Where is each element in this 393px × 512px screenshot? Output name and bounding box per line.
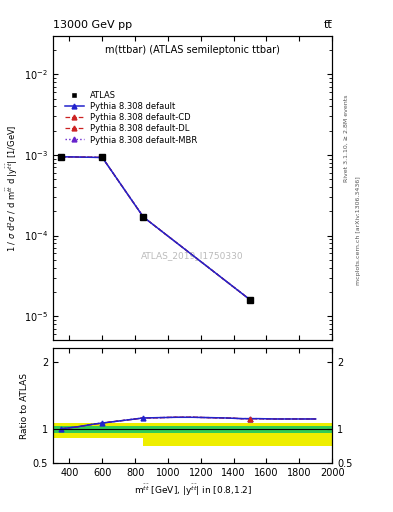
Text: m(ttbar) (ATLAS semileptonic ttbar): m(ttbar) (ATLAS semileptonic ttbar) <box>105 45 280 55</box>
Text: tt̅: tt̅ <box>323 19 332 30</box>
Y-axis label: Ratio to ATLAS: Ratio to ATLAS <box>20 373 29 439</box>
Text: Rivet 3.1.10, ≥ 2.8M events: Rivet 3.1.10, ≥ 2.8M events <box>344 95 349 182</box>
Legend: ATLAS, Pythia 8.308 default, Pythia 8.308 default-CD, Pythia 8.308 default-DL, P: ATLAS, Pythia 8.308 default, Pythia 8.30… <box>63 89 200 147</box>
Text: ATLAS_2019_I1750330: ATLAS_2019_I1750330 <box>141 251 244 260</box>
X-axis label: m$^{\bar{t}\bar{t}}$ [GeV], |y$^{\bar{t}\bar{t}}$| in [0.8,1.2]: m$^{\bar{t}\bar{t}}$ [GeV], |y$^{\bar{t}… <box>134 482 252 498</box>
Text: 13000 GeV pp: 13000 GeV pp <box>53 19 132 30</box>
Text: mcplots.cern.ch [arXiv:1306.3436]: mcplots.cern.ch [arXiv:1306.3436] <box>356 176 361 285</box>
Y-axis label: 1 / $\sigma$ d$^2\sigma$ / d m$^{\bar{t}\bar{t}}$ d |y$^{\bar{t}\bar{t}}$| [1/Ge: 1 / $\sigma$ d$^2\sigma$ / d m$^{\bar{t}… <box>4 124 20 252</box>
